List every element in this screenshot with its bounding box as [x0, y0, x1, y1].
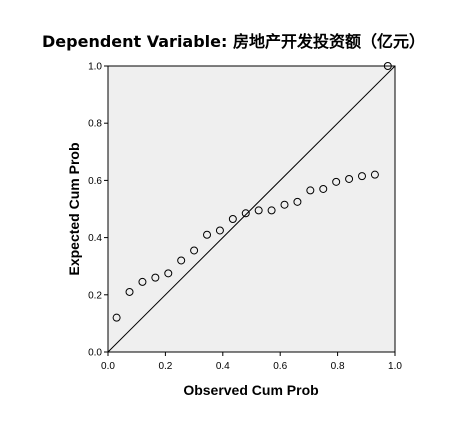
data-point [357, 172, 366, 181]
x-tick-label: 1.0 [388, 361, 402, 372]
data-point [112, 313, 121, 322]
x-tick-label: 0.2 [158, 361, 172, 372]
x-tick-label: 0.6 [273, 361, 287, 372]
data-point [190, 246, 199, 255]
chart-title: Dependent Variable: 房地产开发投资额（亿元） [42, 32, 425, 51]
y-axis: 0.0 0.2 0.4 0.6 0.8 1.0 [88, 62, 108, 359]
y-axis-label: Expected Cum Prob [66, 142, 82, 275]
x-tick-label: 0.0 [101, 361, 115, 372]
data-point [215, 226, 224, 235]
x-axis: 0.0 0.2 0.4 0.6 0.8 1.0 [101, 352, 402, 372]
y-tick-label: 0.8 [88, 119, 102, 130]
y-tick-label: 0.4 [88, 233, 102, 244]
data-point [151, 273, 160, 282]
data-point [164, 269, 173, 278]
data-point [370, 170, 379, 179]
y-tick-label: 1.0 [88, 62, 102, 73]
y-tick-label: 0.6 [88, 176, 102, 187]
data-point [345, 174, 354, 183]
data-point [241, 209, 250, 218]
data-point [138, 277, 147, 286]
data-point [383, 62, 392, 70]
data-point [177, 256, 186, 265]
x-tick-label: 0.4 [216, 361, 230, 372]
data-point [319, 184, 328, 193]
data-point [293, 197, 302, 206]
x-tick-label: 0.8 [331, 361, 345, 372]
y-tick-label: 0.0 [88, 348, 102, 359]
scatter-points [112, 62, 392, 322]
data-point [306, 186, 315, 195]
data-point [254, 206, 263, 215]
data-point [228, 215, 237, 224]
x-axis-label: Observed Cum Prob [183, 382, 318, 398]
data-point [280, 200, 289, 209]
data-point [332, 177, 341, 186]
y-tick-label: 0.2 [88, 290, 102, 301]
data-point [125, 287, 134, 296]
data-point [203, 230, 212, 239]
reference-line [107, 65, 396, 353]
data-point [267, 206, 276, 215]
